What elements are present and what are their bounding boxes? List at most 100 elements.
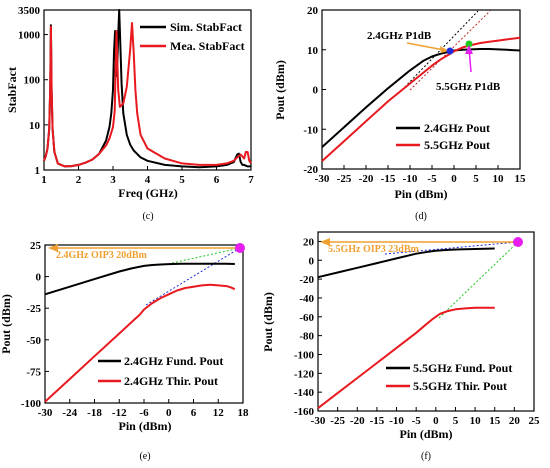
- x-tick-label: -30: [315, 173, 330, 185]
- oip3-55-marker: [513, 237, 523, 247]
- panel-e-fund-extrapolation: [171, 247, 241, 264]
- y-tick-label: -80: [299, 331, 314, 343]
- x-tick-label: -5: [427, 173, 437, 185]
- x-tick-label: 18: [238, 407, 250, 419]
- panel-e-annotations: 2.4GHz OIP3 20dBm: [48, 243, 245, 261]
- p1db-55-marker: [465, 40, 473, 48]
- series-line-red: [317, 306, 495, 409]
- x-tick-label: 25: [529, 415, 541, 427]
- panel-c: 1 2 3 4 5 6 7 1 10 100 1000 3500 Sim. StabFact Mea.…: [5, 5, 254, 222]
- x-tick-label: -25: [330, 415, 345, 427]
- p1db-24-marker: [446, 47, 454, 55]
- y-tick-label: 1000: [18, 30, 41, 42]
- panel-f-ylabel: Pout (dBm): [261, 292, 275, 352]
- y-tick-label: -100: [21, 398, 42, 410]
- oip3-55-label: 5.5GHz OIP3 23dBm: [328, 244, 420, 255]
- panel-e-caption: (e): [139, 451, 150, 462]
- x-tick-label: -18: [87, 407, 102, 419]
- x-tick-label: -10: [403, 173, 418, 185]
- x-tick-label: 0: [451, 173, 457, 185]
- y-tick-label: 0: [309, 255, 315, 267]
- panel-c-ticks: 1 2 3 4 5 6 7 1 10 100 1000 3500: [18, 5, 254, 186]
- panel-e-series: [44, 262, 236, 403]
- oip3-24-label: 2.4GHz OIP3 20dBm: [56, 250, 148, 261]
- legend-f-fund-label: 5.5GHz Fund. Pout: [413, 361, 512, 375]
- x-tick-label: 15: [515, 173, 527, 185]
- y-tick-label: 20: [303, 236, 315, 248]
- x-tick-label: 0: [166, 407, 172, 419]
- panel-e-third-extrapolation: [145, 247, 241, 306]
- y-tick-label: 0: [36, 272, 42, 284]
- x-tick-label: -15: [370, 415, 385, 427]
- x-tick-label: 0: [433, 415, 439, 427]
- x-tick-label: 6: [214, 174, 220, 186]
- oip3-24-arrowhead: [48, 244, 58, 252]
- panel-e: -30 -24 -18 -12 -6 0 6 12 18 -100 -75 -50 -25 0 25 2.4…: [0, 240, 249, 462]
- p1db-24-arrow: [406, 42, 445, 51]
- panel-c-ylabel: StabFact: [5, 67, 19, 113]
- x-tick-label: -30: [311, 415, 326, 427]
- y-tick-label: 0: [313, 85, 319, 97]
- y-tick-label: -40: [299, 293, 314, 305]
- x-tick-label: 20: [509, 415, 521, 427]
- x-tick-label: 5: [179, 174, 185, 186]
- legend-mea-label: Mea. StabFact: [170, 39, 245, 53]
- p1db-24-label: 2.4GHz P1dB: [367, 30, 432, 42]
- x-tick-label: 5: [453, 415, 459, 427]
- x-tick-label: 5: [473, 173, 479, 185]
- y-tick-label: 1: [35, 165, 41, 177]
- legend-e-fund-label: 2.4GHz Fund. Pout: [124, 354, 223, 368]
- panel-f-frame: [317, 231, 535, 412]
- y-tick-label: -160: [294, 406, 315, 418]
- series-line-red: [44, 283, 236, 403]
- oip3-24-marker: [235, 243, 245, 253]
- legend-sim-label: Sim. StabFact: [170, 20, 242, 34]
- x-tick-label: -12: [112, 407, 127, 419]
- y-tick-label: 20: [307, 5, 319, 17]
- panel-e-extrapolation: [145, 247, 241, 306]
- panel-f-series: [317, 247, 495, 409]
- panel-d-legend: 2.4GHz Pout 5.5GHz Pout: [396, 121, 490, 152]
- panel-f-xlabel: Pin (dBm): [399, 427, 452, 441]
- panel-c-frame: [43, 9, 252, 171]
- panel-c-legend: Sim. StabFact Mea. StabFact: [140, 20, 245, 53]
- panel-d: -30 -25 -20 -15 -10 -5 0 5 10 15 -20 -10 0 10 20 2.4GH…: [273, 5, 526, 222]
- p1db-55-arrowhead: [465, 45, 473, 54]
- panel-c-xlabel: Freq (GHz): [118, 186, 177, 200]
- series-line-black: [321, 48, 521, 148]
- y-tick-label: -20: [303, 164, 318, 176]
- y-tick-label: -140: [294, 387, 315, 399]
- x-tick-label: -30: [38, 407, 53, 419]
- x-tick-label: -20: [359, 173, 374, 185]
- y-tick-label: -75: [26, 366, 41, 378]
- x-tick-label: 2: [76, 174, 82, 186]
- legend-f-third-label: 5.5GHz Thir. Pout: [413, 379, 507, 393]
- x-tick-label: -15: [381, 173, 396, 185]
- legend-24-label: 2.4GHz Pout: [424, 121, 490, 135]
- legend-e-third-label: 2.4GHz Thir. Pout: [124, 374, 218, 388]
- panel-e-xlabel: Pin (dBm): [118, 419, 171, 433]
- panel-f-annotations: 5.5GHz OIP3 23dBm: [320, 237, 523, 255]
- x-tick-label: -25: [337, 173, 352, 185]
- series-line-red: [321, 36, 521, 162]
- panel-f: -30 -25 -20 -15 -10 -5 0 5 10 15 20 25 -160 -140 -120 -…: [261, 231, 540, 462]
- panel-f-legend: 5.5GHz Fund. Pout 5.5GHz Thir. Pout: [386, 361, 512, 393]
- y-tick-label: 10: [307, 45, 319, 57]
- panel-e-ticks: -30 -24 -18 -12 -6 0 6 12 18 -100 -75 -50 -25 0 25: [21, 240, 249, 419]
- panel-d-ylabel: Pout (dBm): [273, 60, 287, 120]
- series-line-black: [44, 262, 235, 296]
- panel-d-xlabel: Pin (dBm): [394, 187, 447, 201]
- panel-c-series: [43, 9, 252, 169]
- x-tick-label: -5: [412, 415, 422, 427]
- y-tick-label: 100: [24, 75, 41, 87]
- x-tick-label: 6: [191, 407, 197, 419]
- series-line-black: [317, 247, 495, 279]
- p1db-55-label: 5.5GHz P1dB: [436, 81, 501, 93]
- x-tick-label: 3: [110, 174, 116, 186]
- panel-f-ticks: -30 -25 -20 -15 -10 -5 0 5 10 15 20 25 -160 -140 -120 -…: [294, 236, 540, 427]
- oip3-55-arrowhead: [320, 238, 330, 246]
- panel-d-ticks: -30 -25 -20 -15 -10 -5 0 5 10 15 -20 -10 0 10 20: [303, 5, 526, 185]
- x-tick-label: 10: [493, 173, 505, 185]
- panel-d-caption: (d): [415, 211, 427, 222]
